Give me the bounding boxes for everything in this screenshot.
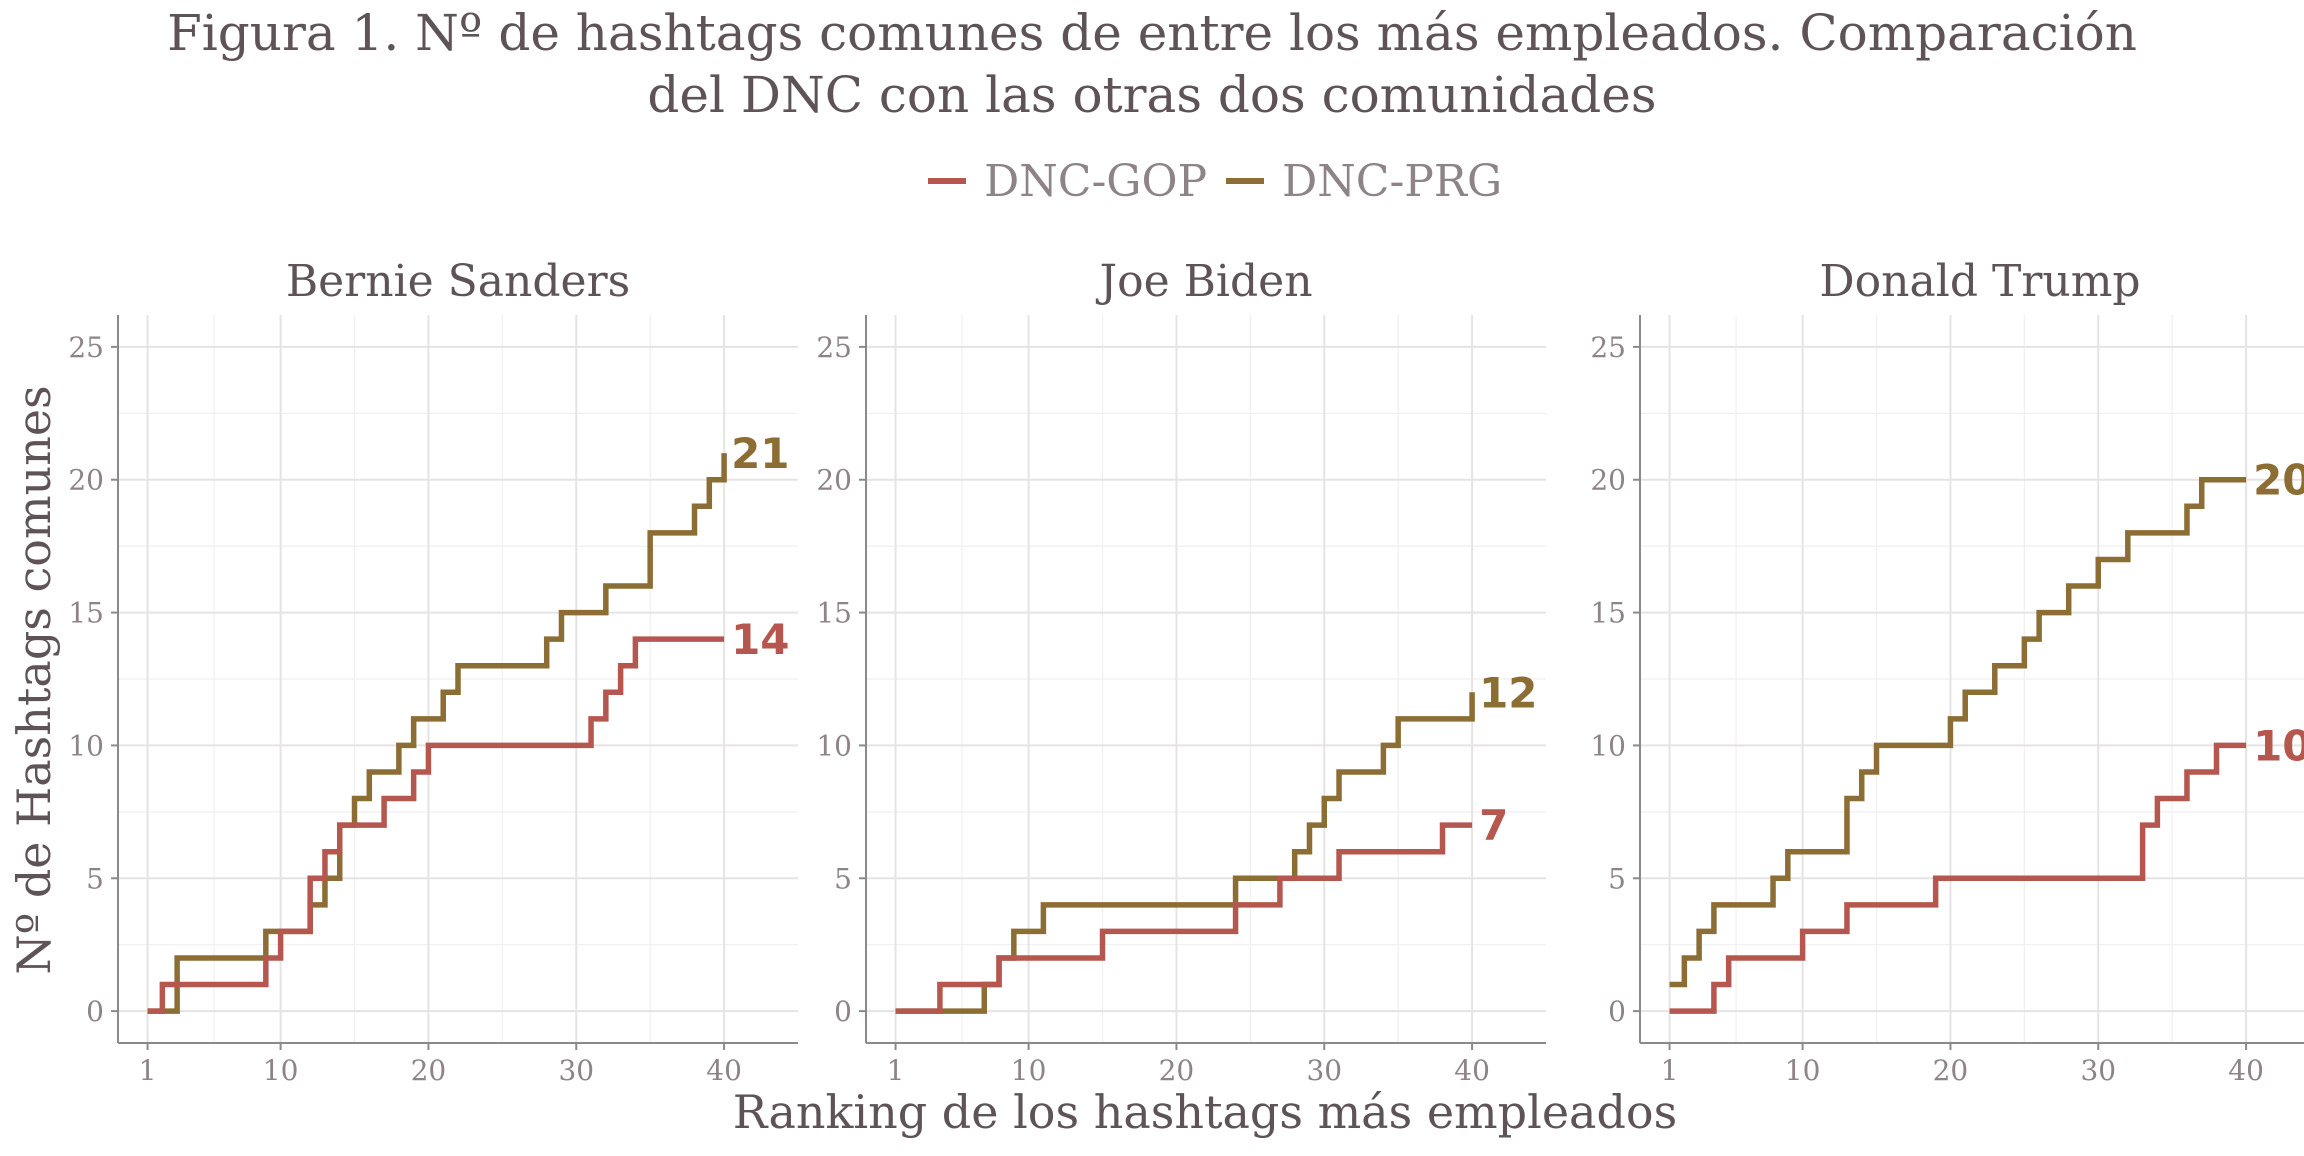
x-tick-label: 1	[887, 1054, 905, 1087]
end-label-dnc-gop: 7	[1479, 801, 1508, 850]
x-tick-label: 10	[263, 1054, 299, 1087]
series-line-dnc-prg	[1669, 476, 2247, 988]
end-label-dnc-prg: 12	[1479, 668, 1537, 717]
panel-title: Joe Biden	[1095, 256, 1312, 307]
series-line-dnc-gop	[895, 822, 1473, 1014]
end-label-dnc-prg: 20	[2253, 456, 2304, 505]
y-tick-label: 25	[68, 331, 104, 364]
x-tick-label: 40	[1454, 1054, 1490, 1087]
end-label-dnc-gop: 14	[731, 615, 789, 664]
x-tick-label: 1	[1661, 1054, 1679, 1087]
x-tick-label: 10	[1011, 1054, 1047, 1087]
x-tick-label: 20	[1159, 1054, 1195, 1087]
x-tick-label: 40	[2228, 1054, 2264, 1087]
series-line-dnc-prg	[147, 453, 727, 1014]
y-axis-title: Nº de Hashtags comunes	[7, 385, 61, 974]
panel-1: Joe Biden 0 5 10 15 20 25 1 10 20 30 40 12 7	[816, 256, 1546, 1087]
x-tick-label: 30	[558, 1054, 594, 1087]
panel-title: Bernie Sanders	[286, 256, 630, 307]
x-tick-label: 40	[706, 1054, 742, 1087]
x-tick-label: 30	[2080, 1054, 2116, 1087]
x-tick-label: 20	[411, 1054, 447, 1087]
y-tick-label: 10	[68, 729, 104, 762]
y-tick-label: 5	[834, 862, 852, 895]
y-tick-label: 10	[1590, 729, 1626, 762]
x-axis-title: Ranking de los hashtags más empleados	[733, 1085, 1677, 1139]
y-tick-label: 20	[68, 464, 104, 497]
chart-title-line-2: del DNC con las otras dos comunidades	[647, 66, 1656, 124]
y-tick-label: 0	[1608, 995, 1626, 1028]
y-tick-label: 0	[86, 995, 104, 1028]
series-line-dnc-gop	[1669, 742, 2247, 1014]
y-tick-label: 20	[1590, 464, 1626, 497]
x-tick-label: 30	[1306, 1054, 1342, 1087]
y-tick-label: 15	[816, 597, 852, 630]
panel-0: Bernie Sanders 0 5 10 15 20 25 1 10 20 30 40 21 14	[68, 256, 798, 1087]
end-label-dnc-gop: 10	[2253, 721, 2304, 770]
series-line-dnc-gop	[147, 636, 725, 1014]
y-tick-label: 25	[1590, 331, 1626, 364]
grid	[866, 315, 1546, 1043]
legend: DNC-GOP DNC-PRG	[928, 156, 1502, 207]
panel-2: Donald Trump 0 5 10 15 20 25 1 10 20 30 40 20 10	[1590, 256, 2304, 1087]
y-tick-label: 0	[834, 995, 852, 1028]
x-tick-label: 20	[1933, 1054, 1969, 1087]
end-label-dnc-prg: 21	[731, 429, 789, 478]
x-tick-label: 1	[139, 1054, 157, 1087]
legend-label-dnc-gop: DNC-GOP	[984, 156, 1207, 207]
y-tick-label: 5	[1608, 862, 1626, 895]
y-tick-label: 20	[816, 464, 852, 497]
x-tick-label: 10	[1785, 1054, 1821, 1087]
y-tick-label: 15	[1590, 597, 1626, 630]
grid	[1640, 315, 2304, 1043]
y-tick-label: 15	[68, 597, 104, 630]
panel-title: Donald Trump	[1819, 256, 2140, 307]
y-tick-label: 10	[816, 729, 852, 762]
y-tick-label: 25	[816, 331, 852, 364]
legend-label-dnc-prg: DNC-PRG	[1282, 156, 1502, 207]
chart-title-line-1: Figura 1. Nº de hashtags comunes de entr…	[167, 4, 2137, 62]
y-tick-label: 5	[86, 862, 104, 895]
